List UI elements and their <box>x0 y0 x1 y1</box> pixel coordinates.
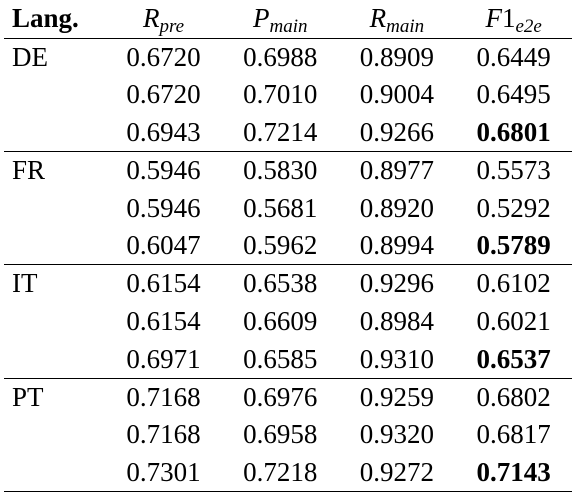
table-row: 0.5946 0.5681 0.8920 0.5292 <box>4 189 572 227</box>
table-row: 0.6154 0.6609 0.8984 0.6021 <box>4 303 572 341</box>
table-row: FR 0.5946 0.5830 0.8977 0.5573 <box>4 150 572 190</box>
cell-p-main: 0.7010 <box>243 79 318 110</box>
cell-r-pre: 0.6047 <box>126 230 201 261</box>
header-r-main-base: R <box>369 3 387 34</box>
header-r-pre-sub: pre <box>159 16 185 38</box>
cell-p-main: 0.6585 <box>243 343 318 374</box>
header-r-pre: Rpre <box>105 0 222 39</box>
cell-f1-e2e: 0.7143 <box>455 453 572 492</box>
table-row: DE 0.6720 0.6988 0.8909 0.6449 <box>4 37 572 76</box>
cell-r-pre: 0.6154 <box>105 264 222 303</box>
cell-r-pre: 0.5946 <box>126 192 201 223</box>
cell-f1-e2e: 0.5292 <box>476 192 551 223</box>
cell-lang <box>4 340 105 378</box>
cell-r-pre: 0.6720 <box>126 79 201 110</box>
cell-lang: DE <box>4 37 106 76</box>
table-row: 0.6943 0.7214 0.9266 0.6801 <box>4 114 572 152</box>
cell-lang <box>4 303 105 341</box>
header-lang: Lang. <box>4 0 106 39</box>
cell-p-main: 0.5681 <box>243 192 318 223</box>
header-row: Lang. Rpre Pmain Rmain F1e2e <box>4 0 572 39</box>
header-r-main-sub: main <box>386 16 425 38</box>
cell-r-main: 0.9296 <box>338 264 456 303</box>
cell-p-main: 0.5962 <box>243 230 318 261</box>
cell-f1-e2e: 0.6537 <box>476 343 551 374</box>
cell-r-main: 0.9310 <box>359 343 435 374</box>
results-table: Lang. Rpre Pmain Rmain F1e2e DE 0.6720 0.6… <box>4 0 572 492</box>
header-p-main-base: P <box>252 3 270 34</box>
header-r-pre-base: R <box>142 3 160 34</box>
cell-f1-e2e: 0.6802 <box>455 377 572 416</box>
cell-p-main: 0.6958 <box>243 419 318 450</box>
cell-r-pre: 0.6720 <box>105 37 222 76</box>
cell-lang <box>4 114 105 152</box>
cell-r-pre: 0.6154 <box>126 305 201 336</box>
cell-r-main: 0.9259 <box>338 377 456 416</box>
cell-p-main: 0.6609 <box>243 305 318 336</box>
table-row: 0.6720 0.7010 0.9004 0.6495 <box>4 76 572 114</box>
cell-r-main: 0.9272 <box>338 453 456 492</box>
cell-f1-e2e: 0.6449 <box>455 37 572 76</box>
cell-lang <box>4 227 105 265</box>
cell-r-pre: 0.7168 <box>126 419 201 450</box>
table-row: IT 0.6154 0.6538 0.9296 0.6102 <box>4 264 572 303</box>
cell-r-main: 0.8920 <box>359 192 435 223</box>
cell-r-pre: 0.6943 <box>126 116 201 147</box>
header-f1-e2e-base: F <box>485 3 502 34</box>
cell-lang <box>4 453 106 492</box>
cell-r-main: 0.8909 <box>338 37 456 76</box>
cell-r-main: 0.9266 <box>359 116 435 147</box>
cell-p-main: 0.7214 <box>243 116 318 147</box>
cell-f1-e2e: 0.6495 <box>476 79 551 110</box>
cell-r-main: 0.9320 <box>359 419 435 450</box>
cell-p-main: 0.7218 <box>221 453 339 492</box>
table-row: 0.6047 0.5962 0.8994 0.5789 <box>4 227 572 265</box>
header-p-main-sub: main <box>269 16 308 38</box>
table-row: PT 0.7168 0.6976 0.9259 0.6802 <box>4 377 572 416</box>
cell-f1-e2e: 0.6817 <box>476 419 551 450</box>
cell-lang <box>4 76 105 114</box>
table-body: DE 0.6720 0.6988 0.8909 0.6449 0.6720 0.7010 0.… <box>4 37 572 492</box>
cell-p-main: 0.6988 <box>221 37 339 76</box>
cell-lang <box>4 189 105 227</box>
header-r-main: Rmain <box>338 0 456 39</box>
cell-f1-e2e: 0.5573 <box>455 150 572 190</box>
cell-p-main: 0.6976 <box>221 377 339 416</box>
header-f1-e2e-num: 1 <box>501 3 516 34</box>
cell-f1-e2e: 0.6021 <box>476 305 551 336</box>
table-row: 0.6971 0.6585 0.9310 0.6537 <box>4 340 572 378</box>
cell-r-pre: 0.5946 <box>105 150 222 190</box>
table-row: 0.7301 0.7218 0.9272 0.7143 <box>4 453 572 492</box>
cell-lang: PT <box>4 377 106 416</box>
header-p-main: Pmain <box>221 0 339 39</box>
header-f1-e2e-sub: e2e <box>515 16 542 38</box>
cell-p-main: 0.5830 <box>221 150 339 190</box>
cell-lang: IT <box>4 264 106 303</box>
cell-r-main: 0.9004 <box>359 79 435 110</box>
cell-f1-e2e: 0.6102 <box>455 264 572 303</box>
cell-f1-e2e: 0.5789 <box>476 230 551 261</box>
table-row: 0.7168 0.6958 0.9320 0.6817 <box>4 416 572 454</box>
cell-r-main: 0.8977 <box>338 150 456 190</box>
cell-lang: FR <box>4 150 106 190</box>
cell-r-pre: 0.7168 <box>105 377 222 416</box>
cell-p-main: 0.6538 <box>221 264 339 303</box>
cell-r-main: 0.8984 <box>359 305 435 336</box>
cell-r-main: 0.8994 <box>359 230 435 261</box>
cell-f1-e2e: 0.6801 <box>476 116 551 147</box>
cell-r-pre: 0.7301 <box>105 453 222 492</box>
cell-lang <box>4 416 105 454</box>
header-f1-e2e: F1e2e <box>455 0 572 39</box>
cell-r-pre: 0.6971 <box>126 343 201 374</box>
